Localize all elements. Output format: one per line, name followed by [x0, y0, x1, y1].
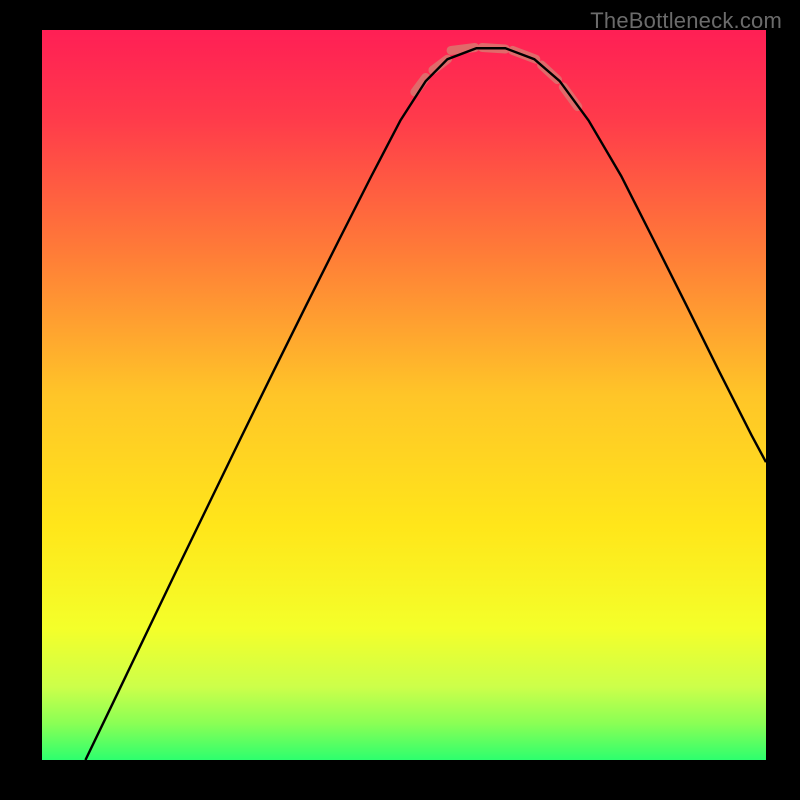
curve-layer	[42, 30, 766, 760]
plot-area	[42, 30, 766, 760]
chart-canvas: TheBottleneck.com	[0, 0, 800, 800]
bottleneck-curve	[85, 48, 766, 760]
